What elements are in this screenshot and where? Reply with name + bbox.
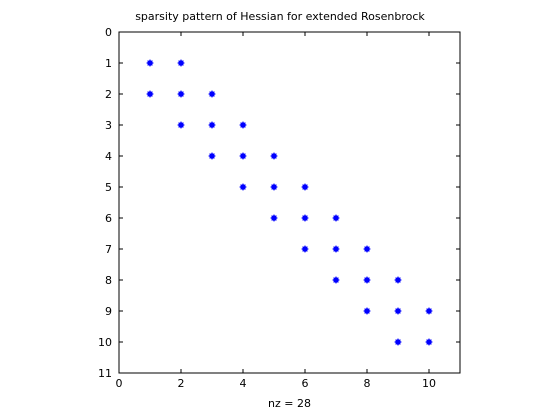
x-axis-label: nz = 28 [268,397,311,410]
data-point [208,121,216,129]
data-point [177,59,185,67]
data-point [177,90,185,98]
data-point [394,307,402,315]
x-tick-label: 6 [302,377,309,390]
data-point [177,121,185,129]
data-point [208,90,216,98]
x-tick-label: 10 [422,377,436,390]
data-point [239,121,247,129]
chart-title: sparsity pattern of Hessian for extended… [135,10,425,23]
y-tick-label: 1 [105,57,112,70]
data-point [363,245,371,253]
data-point [270,152,278,160]
data-point [239,152,247,160]
x-tick-label: 8 [364,377,371,390]
data-point [332,245,340,253]
data-point [332,214,340,222]
data-point [301,183,309,191]
y-tick-label: 4 [105,150,112,163]
y-tick-label: 11 [98,367,112,380]
x-tick-label: 0 [116,377,123,390]
y-tick-label: 0 [105,26,112,39]
data-point [301,214,309,222]
ticks-layer: 0 2 4 6 8 10 0 1 2 3 4 5 6 7 8 9 10 11 [98,26,460,390]
points-layer [146,59,433,346]
data-point [363,307,371,315]
y-tick-label: 8 [105,274,112,287]
y-tick-label: 2 [105,88,112,101]
y-tick-label: 9 [105,305,112,318]
data-point [363,276,371,284]
data-point [425,338,433,346]
data-point [270,214,278,222]
data-point [146,90,154,98]
x-tick-label: 2 [178,377,185,390]
y-tick-label: 6 [105,212,112,225]
y-tick-label: 5 [105,181,112,194]
x-tick-label: 4 [240,377,247,390]
y-tick-label: 3 [105,119,112,132]
y-tick-label: 10 [98,336,112,349]
y-tick-label: 7 [105,243,112,256]
data-point [146,59,154,67]
data-point [208,152,216,160]
data-point [394,338,402,346]
data-point [301,245,309,253]
data-point [239,183,247,191]
data-point [425,307,433,315]
data-point [394,276,402,284]
data-point [270,183,278,191]
axes-box [118,31,461,374]
data-point [332,276,340,284]
